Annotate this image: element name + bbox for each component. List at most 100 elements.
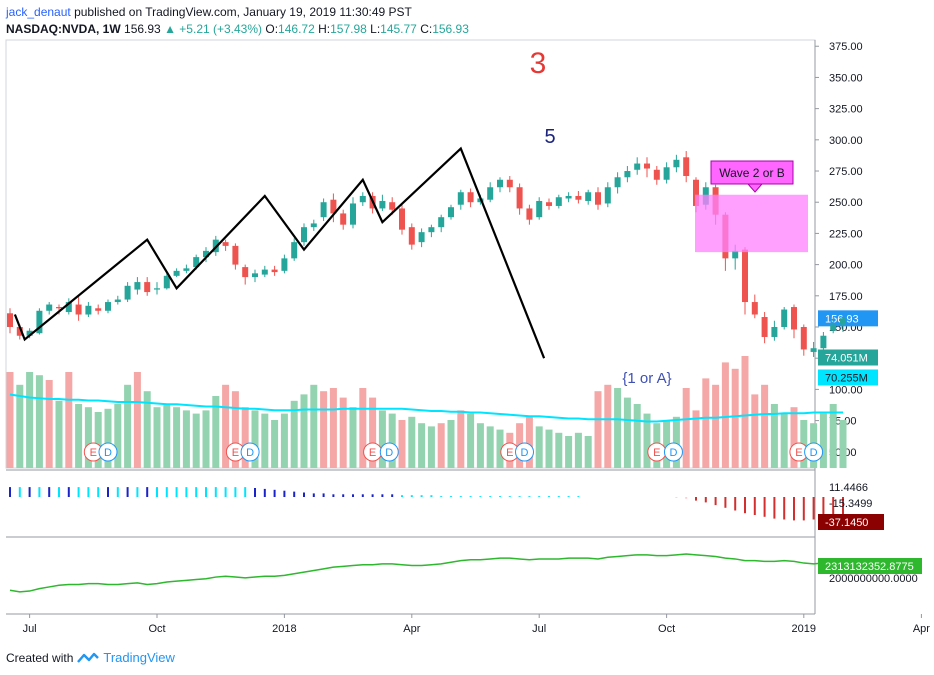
candle-body bbox=[663, 167, 670, 180]
candle-body bbox=[448, 207, 454, 218]
osc2-value-label: 2313132352.8775 bbox=[825, 561, 914, 573]
candle-body bbox=[840, 318, 846, 325]
volume-bar bbox=[369, 397, 377, 468]
close-label: C: bbox=[420, 22, 433, 36]
candle-body bbox=[408, 227, 415, 245]
volume-bar bbox=[84, 407, 92, 468]
volume-bar bbox=[663, 420, 671, 468]
dividend-icon bbox=[379, 442, 399, 462]
volume-bar bbox=[133, 372, 141, 468]
candle-body bbox=[536, 200, 543, 218]
dividend-label: D bbox=[385, 447, 393, 459]
earnings-label: E bbox=[795, 447, 802, 459]
volume-bar bbox=[408, 416, 416, 468]
price-change: +5.21 (+3.43%) bbox=[179, 22, 263, 36]
volume-bar bbox=[173, 407, 181, 468]
volume-bar bbox=[633, 404, 641, 468]
candle-body bbox=[624, 171, 631, 178]
candle-body bbox=[261, 269, 268, 275]
volume-bar bbox=[241, 407, 249, 468]
volume-bar bbox=[280, 413, 288, 468]
candle-body bbox=[46, 304, 53, 311]
volume-bar bbox=[486, 426, 494, 468]
volume-bar bbox=[721, 362, 729, 468]
symbol-label[interactable]: NASDAQ:NVDA, 1W bbox=[6, 22, 121, 36]
author-link[interactable]: jack_denaut bbox=[6, 5, 71, 19]
y-tick-label: 300.00 bbox=[829, 135, 863, 147]
candle-body bbox=[487, 187, 494, 200]
candle-body bbox=[634, 163, 641, 170]
created-text: Created with bbox=[6, 650, 74, 665]
candle-body bbox=[56, 307, 62, 309]
volume-bar bbox=[535, 426, 543, 468]
volume-bar bbox=[437, 423, 445, 468]
candle-body bbox=[673, 159, 680, 168]
volume-bar bbox=[731, 368, 739, 468]
target-zone-box bbox=[695, 194, 808, 253]
candle-body bbox=[575, 195, 582, 200]
volume-bar bbox=[604, 384, 612, 468]
candle-body bbox=[771, 326, 778, 337]
osc2-line bbox=[9, 553, 844, 593]
volume-bar bbox=[565, 436, 573, 468]
candle-body bbox=[546, 202, 552, 206]
candle-body bbox=[604, 187, 611, 204]
candle-body bbox=[193, 257, 200, 268]
earnings-label: E bbox=[653, 447, 660, 459]
candle-body bbox=[781, 309, 788, 327]
candle-body bbox=[124, 285, 131, 300]
volume-bar bbox=[153, 407, 161, 468]
volume-bar bbox=[574, 432, 582, 468]
x-tick-label: Oct bbox=[658, 623, 675, 635]
volume-bar bbox=[124, 384, 132, 468]
volume-bar bbox=[427, 426, 435, 468]
volume-bar bbox=[692, 410, 700, 468]
candle-body bbox=[585, 192, 592, 201]
volume-bar bbox=[378, 410, 386, 468]
volume-bar bbox=[819, 413, 827, 468]
candle-body bbox=[800, 326, 807, 350]
candle-body bbox=[428, 227, 435, 233]
x-tick-label: 2018 bbox=[272, 623, 296, 635]
volume-bar bbox=[388, 413, 396, 468]
tradingview-logo-icon bbox=[77, 652, 100, 663]
dividend-label: D bbox=[669, 447, 677, 459]
volume-bar bbox=[339, 397, 347, 468]
candle-body bbox=[36, 310, 43, 334]
dividend-label: D bbox=[810, 447, 818, 459]
candle-body bbox=[320, 202, 327, 218]
volume-bar bbox=[55, 400, 63, 468]
volume-bar bbox=[467, 413, 475, 468]
volume-bar bbox=[702, 378, 710, 468]
osc2-tick-label: 2000000000.0000 bbox=[829, 573, 918, 585]
x-tick-label: Oct bbox=[148, 623, 165, 635]
volume-bar bbox=[457, 410, 465, 468]
dividend-icon bbox=[98, 442, 118, 462]
candle-body bbox=[330, 199, 337, 214]
y-tick-label: 250.00 bbox=[829, 197, 863, 209]
volume-bar bbox=[594, 391, 602, 468]
low-value: 145.77 bbox=[380, 22, 417, 36]
volume-bar bbox=[261, 413, 269, 468]
candle-body bbox=[555, 197, 562, 206]
candle-body bbox=[350, 203, 356, 225]
x-tick-label: 2019 bbox=[792, 623, 816, 635]
publish-text: published on TradingView.com, January 19… bbox=[74, 5, 412, 19]
callout-label: Wave 2 or B bbox=[719, 166, 785, 180]
tradingview-link[interactable]: TradingView bbox=[103, 650, 175, 665]
volume-bar bbox=[192, 413, 200, 468]
volume-bar bbox=[761, 384, 769, 468]
y-tick-label: 225.00 bbox=[829, 228, 863, 240]
candle-body bbox=[379, 200, 386, 209]
volume-bar bbox=[271, 420, 279, 468]
volume-bar bbox=[65, 372, 73, 468]
candle-body bbox=[653, 169, 660, 180]
candle-body bbox=[595, 192, 601, 205]
volume-bar bbox=[26, 372, 34, 468]
candle-body bbox=[291, 242, 298, 259]
volume-bar bbox=[16, 384, 24, 468]
volume-bar bbox=[418, 423, 426, 468]
volume-bar bbox=[555, 432, 563, 468]
low-label: L: bbox=[370, 22, 381, 36]
